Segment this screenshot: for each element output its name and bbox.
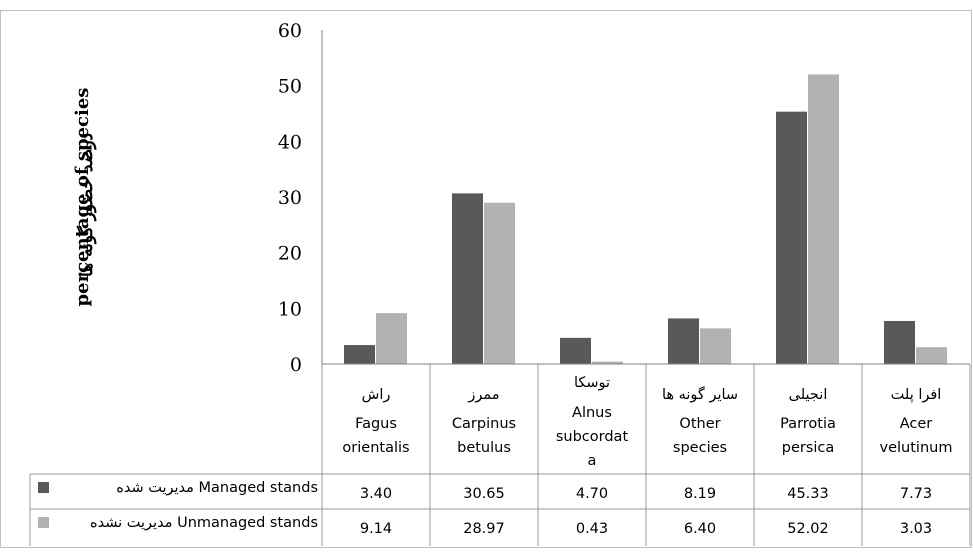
category-label-en: velutinum [880, 440, 953, 456]
category-label-fa: ممرز [467, 387, 499, 403]
category-label-en: betulus [457, 440, 511, 456]
data-table-value: 28.97 [463, 521, 505, 537]
y-axis-label-fa: درصد حضور گونه ها [76, 133, 97, 277]
category-label-fa: سایر گونه ها [662, 386, 738, 403]
legend-label: مدیریت نشده Unmanaged stands [90, 515, 318, 531]
bar-unmanaged [484, 202, 515, 364]
data-table-value: 52.02 [787, 521, 829, 537]
bar-managed [560, 337, 591, 364]
category-label-fa: انجیلی [789, 387, 828, 403]
y-tick-label: 60 [278, 20, 302, 42]
y-tick-label: 20 [278, 243, 302, 265]
category-label-fa: توسکا [574, 375, 610, 391]
y-tick-label: 10 [278, 298, 302, 320]
bar-managed [344, 345, 375, 364]
category-label-en: persica [782, 440, 835, 456]
y-tick-label: 0 [290, 354, 302, 376]
category-label-fa: راش [362, 387, 391, 403]
y-axis-label-en: percentage of species [72, 88, 93, 307]
category-label-en: species [673, 440, 727, 456]
category-label-fa: افرا پلت [891, 387, 942, 403]
data-table-value: 0.43 [576, 521, 608, 537]
bar-unmanaged [592, 361, 623, 364]
bar-unmanaged [700, 328, 731, 364]
data-table-value: 3.40 [360, 486, 392, 502]
category-label-en: Acer [900, 416, 933, 432]
data-table-value: 4.70 [576, 486, 608, 502]
data-table-value: 45.33 [787, 486, 829, 502]
bar-managed [452, 193, 483, 364]
category-label-en: Fagus [355, 416, 397, 432]
y-tick-label: 50 [278, 76, 302, 98]
bar-managed [884, 320, 915, 364]
bar-unmanaged [376, 313, 407, 364]
category-label-en: Parrotia [780, 416, 836, 432]
category-label-en: subcordat [556, 429, 629, 445]
data-table-value: 8.19 [684, 486, 716, 502]
legend-label: مدیریت شده Managed stands [116, 480, 318, 496]
data-table-value: 3.03 [900, 521, 932, 537]
category-label-en: a [588, 453, 597, 469]
bar-unmanaged [916, 347, 947, 364]
bars-layer [344, 74, 947, 365]
data-table: راش Fagus orientalis ممرز Carpinus betulus توس… [29, 364, 971, 546]
data-table-value: 9.14 [360, 521, 392, 537]
category-label-en: Other [679, 416, 720, 432]
data-table-value: 6.40 [684, 521, 716, 537]
legend-swatch [38, 517, 49, 528]
bar-unmanaged [808, 74, 839, 364]
category-label-en: Carpinus [452, 416, 516, 432]
y-tick-label: 40 [278, 131, 302, 153]
legend-swatch [38, 482, 49, 493]
data-table-value: 30.65 [463, 486, 505, 502]
data-table-value: 7.73 [900, 486, 932, 502]
category-label-en: orientalis [342, 440, 409, 456]
bar-managed [668, 318, 699, 364]
category-label-en: Alnus [572, 405, 612, 421]
bar-managed [776, 111, 807, 365]
y-tick-label: 30 [278, 187, 302, 209]
